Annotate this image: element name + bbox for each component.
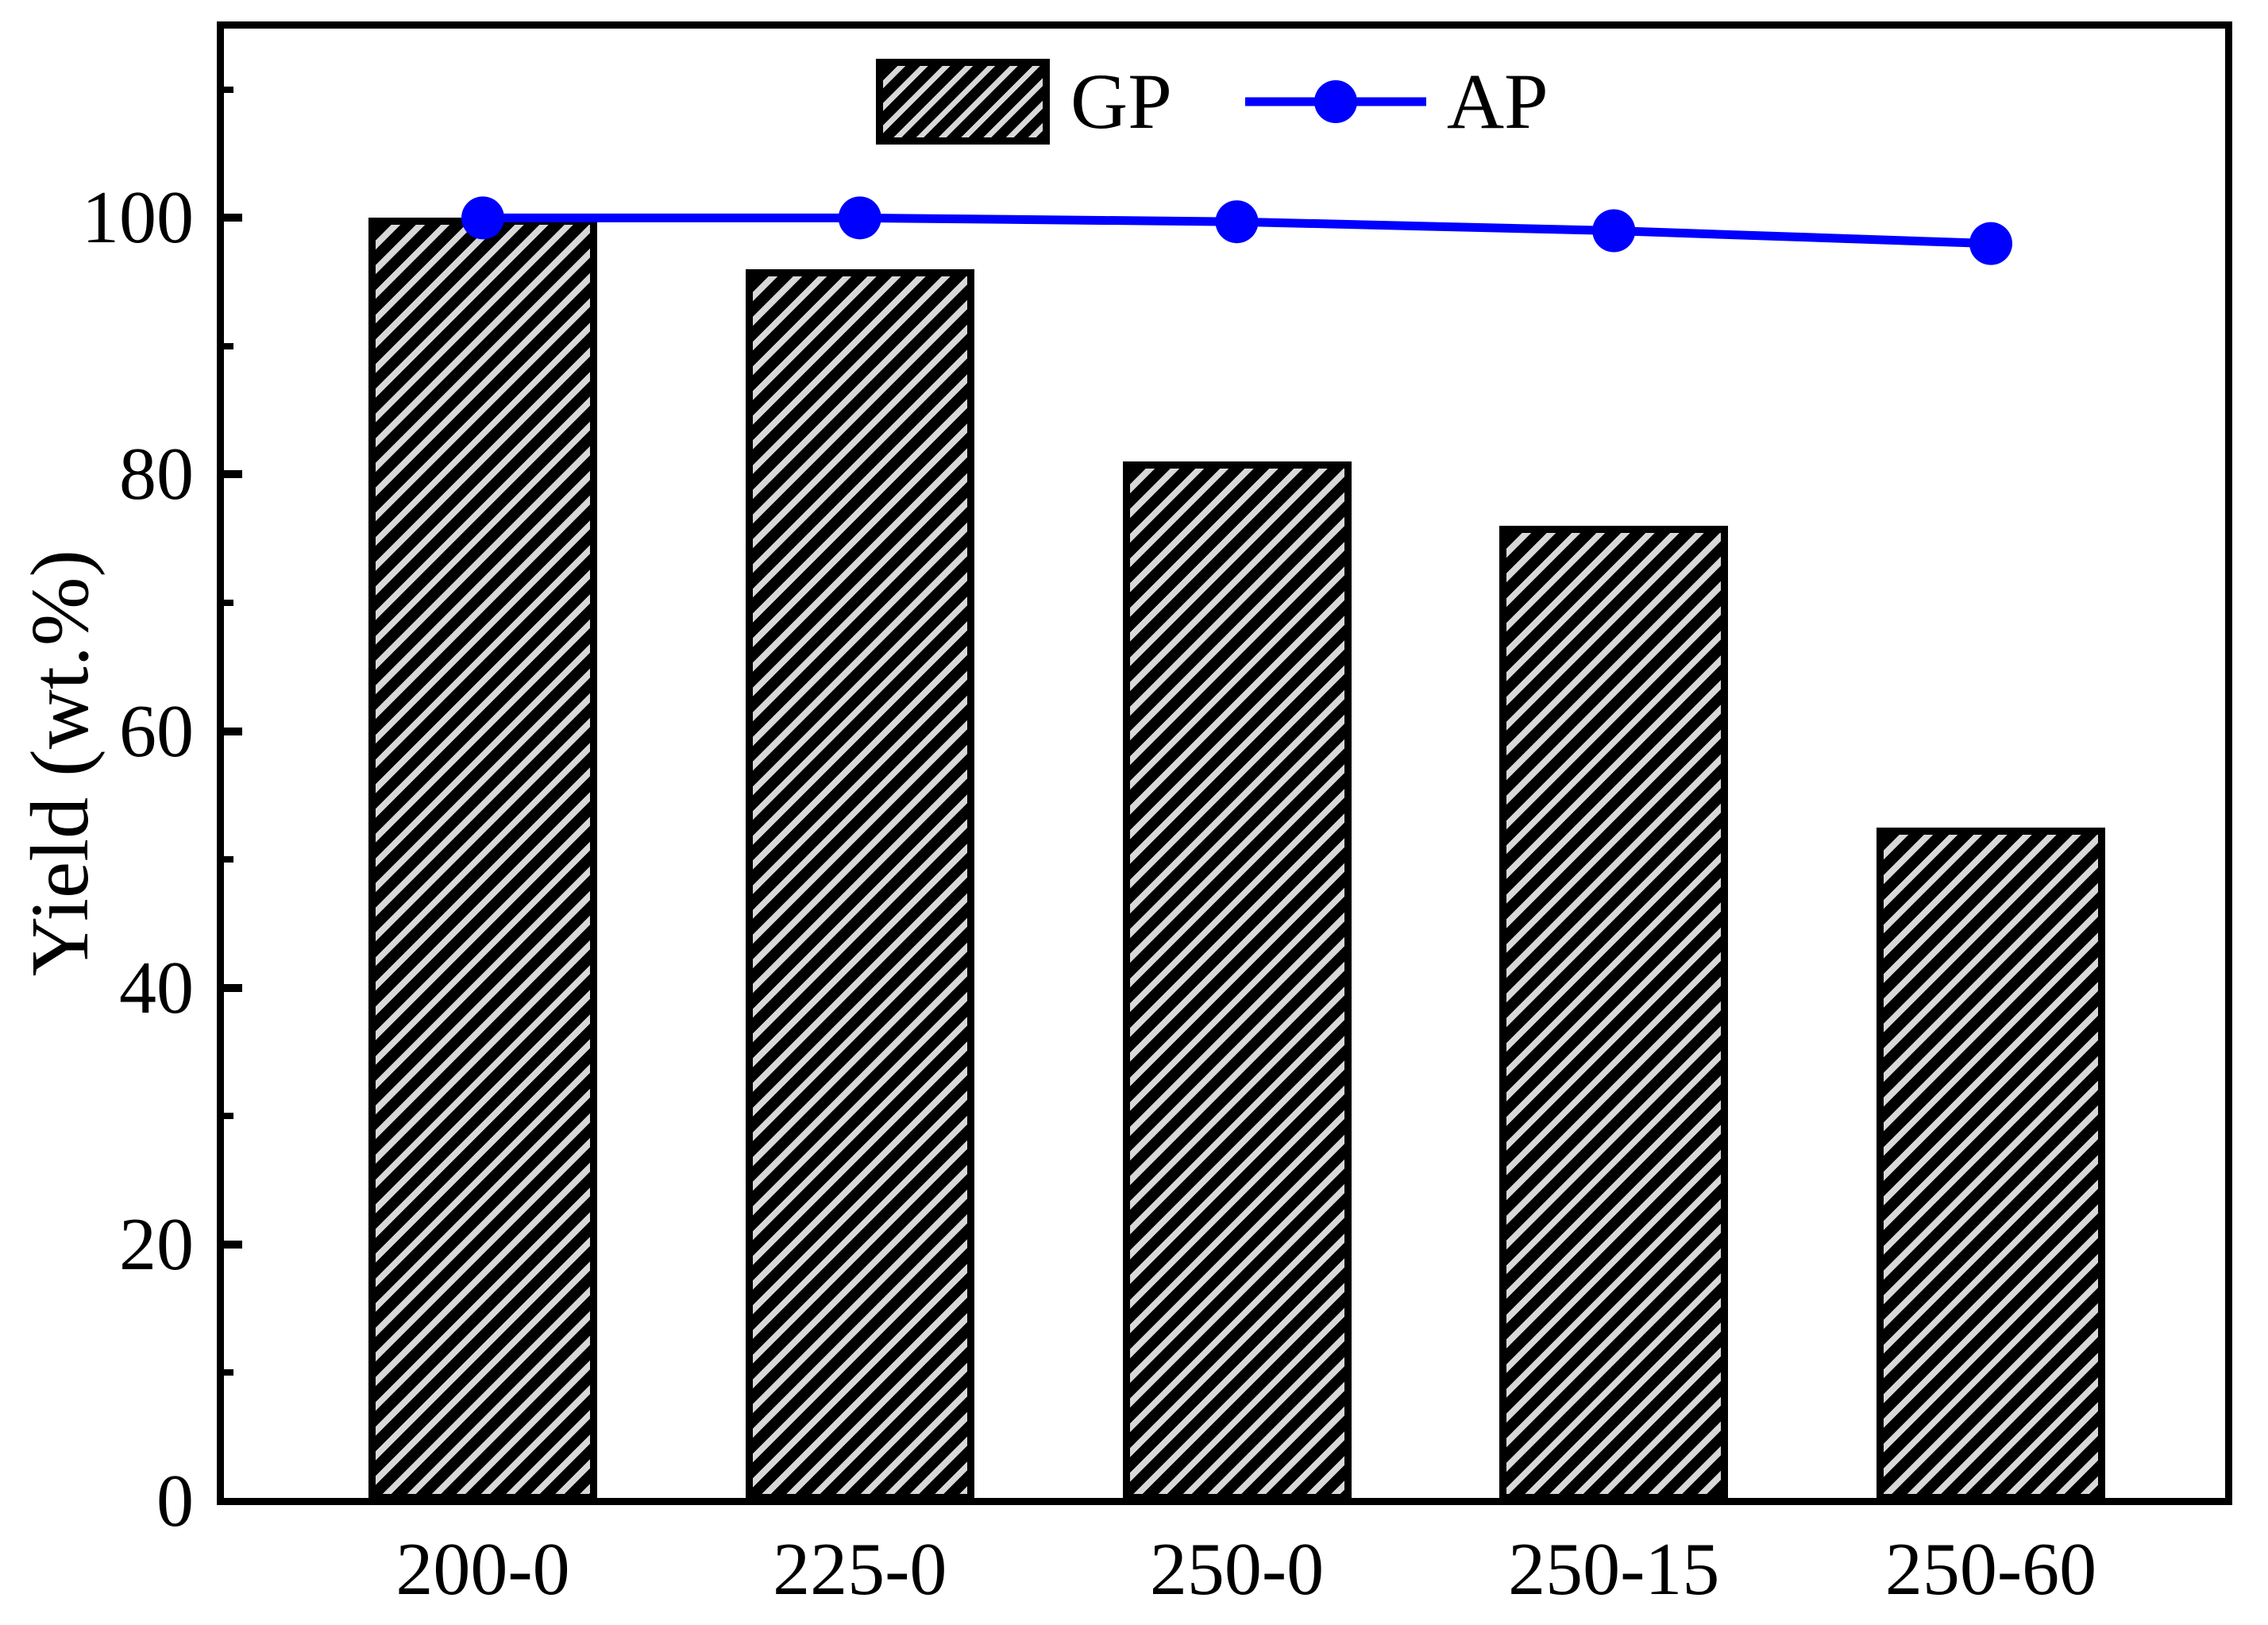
y-tick-label: 20 [119, 1202, 194, 1286]
legend-gp-hatch-swatch [876, 59, 1050, 145]
bar-250-15 [1499, 526, 1729, 1501]
y-major-tick [221, 983, 242, 992]
ap-marker [461, 196, 504, 240]
y-major-tick [221, 214, 242, 222]
y-minor-tick [221, 342, 233, 349]
y-tick-label: 60 [119, 689, 194, 773]
y-minor-tick [221, 1369, 233, 1376]
legend-ap-label: AP [1446, 57, 1549, 145]
x-tick-label: 250-60 [1884, 1528, 2097, 1611]
y-minor-tick [221, 1113, 233, 1120]
y-tick-label: 100 [82, 176, 194, 260]
ap-marker [1215, 200, 1259, 244]
legend-ap-dot-icon [1313, 80, 1357, 123]
x-axis-line [217, 1498, 2232, 1505]
bar-250-60 [1876, 827, 2105, 1501]
y-minor-tick [221, 86, 233, 93]
legend-ap-marker [1244, 76, 1426, 127]
plot-area: 0 20 40 60 80 100 200-0 225-0 250-0 250-15 250-60 [82, 21, 2232, 1611]
ap-marker [1969, 222, 2012, 265]
y-tick-label: 0 [156, 1460, 194, 1542]
line-series-ap [461, 196, 2012, 265]
y-major-tick [221, 470, 242, 479]
y-axis-title-text: Yield (wt.%) [14, 550, 106, 977]
legend-gp-label: GP [1070, 57, 1172, 145]
y-axis-line [217, 21, 224, 1505]
legend: GP AP [876, 54, 1549, 149]
x-tick-label: 225-0 [773, 1528, 947, 1611]
y-minor-tick [221, 856, 233, 863]
y-major-tick [221, 1240, 242, 1249]
bar-200-0 [368, 218, 597, 1501]
ap-marker [1592, 209, 1636, 253]
bar-225-0 [745, 268, 974, 1501]
y-major-tick [221, 727, 242, 735]
x-tick-label: 250-0 [1149, 1528, 1325, 1611]
right-spine [2225, 21, 2232, 1505]
y-minor-tick [221, 600, 233, 607]
y-tick-label: 40 [119, 946, 194, 1029]
bar-250-0 [1122, 461, 1352, 1501]
ap-marker [838, 196, 881, 240]
top-spine [217, 21, 2232, 29]
x-tick-label: 200-0 [395, 1528, 570, 1611]
x-tick-label: 250-15 [1508, 1528, 1720, 1611]
y-tick-label: 80 [119, 433, 194, 516]
